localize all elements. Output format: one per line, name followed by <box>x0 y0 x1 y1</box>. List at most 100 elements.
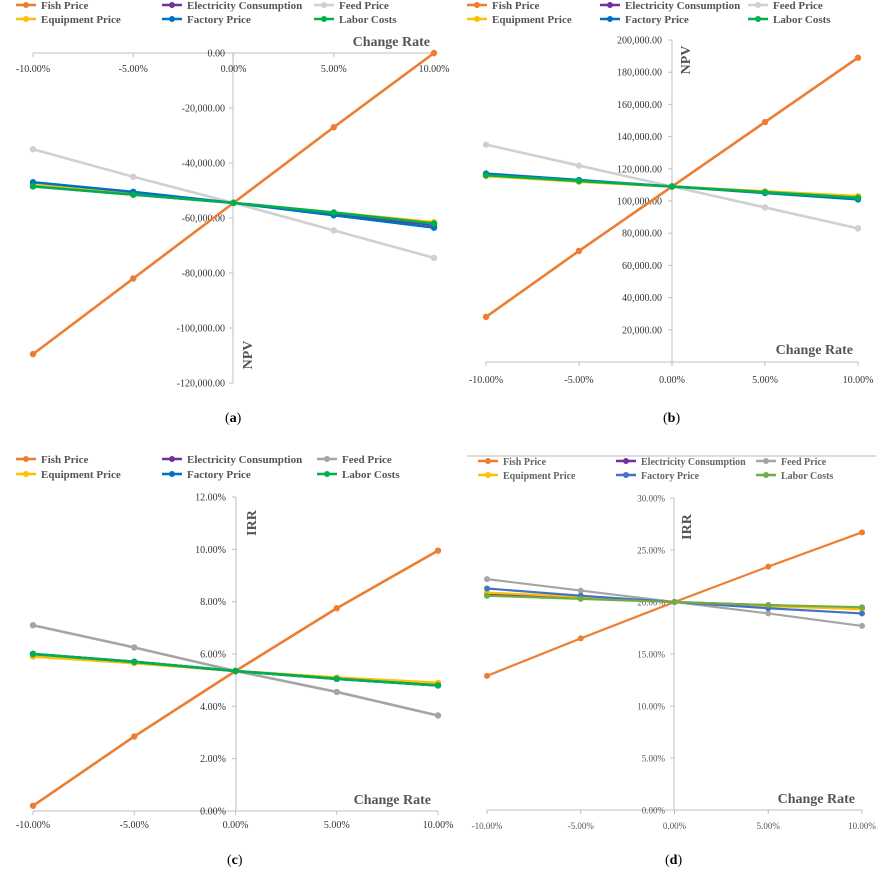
x-axis-title: Change Rate <box>778 792 855 807</box>
legend-swatch-marker <box>755 16 761 22</box>
legend-label: Equipment Price <box>492 14 572 26</box>
data-point <box>859 529 865 536</box>
y-tick-label: 2.00% <box>200 754 226 765</box>
data-point <box>29 622 37 629</box>
legend-label: Fish Price <box>41 454 88 466</box>
y-tick-label: -100,000.00 <box>177 324 225 335</box>
y-tick-label: 60,000.00 <box>622 261 662 272</box>
data-point <box>575 247 583 255</box>
y-tick-label: 4.00% <box>200 702 226 713</box>
legend-swatch-marker <box>23 16 29 22</box>
data-point <box>577 595 584 602</box>
legend-item-feed-price: Feed Price <box>756 457 827 468</box>
legend-swatch-marker <box>321 2 327 8</box>
legend-label: Labor Costs <box>339 14 397 26</box>
legend-item-equipment-price: Equipment Price <box>16 469 121 481</box>
legend-swatch-marker <box>763 458 769 464</box>
y-axis-title: NPV <box>679 46 694 75</box>
legend-item-electricity-consumption: Electricity Consumption <box>162 454 302 466</box>
series-labor-costs <box>484 592 865 611</box>
legend-item-electricity-consumption: Electricity Consumption <box>162 0 302 12</box>
y-tick-label: -40,000.00 <box>182 159 225 170</box>
legend-swatch-marker <box>169 2 175 8</box>
data-point <box>130 191 137 198</box>
legend-item-feed-price: Feed Price <box>748 0 823 12</box>
x-tick-label: -10.00% <box>16 820 50 831</box>
y-tick-label: 80,000.00 <box>622 229 662 240</box>
chart-panel-a: Fish Price Electricity Consumption Feed Pr… <box>16 0 450 426</box>
data-point <box>482 313 490 321</box>
x-tick-label: 0.00% <box>659 375 685 386</box>
data-point <box>575 177 583 185</box>
data-point <box>434 682 442 689</box>
x-tick-label: 10.00% <box>843 375 874 386</box>
data-point <box>859 622 865 629</box>
data-point <box>761 188 769 196</box>
legend-swatch-marker <box>169 456 175 462</box>
legend-item-equipment-price: Equipment Price <box>478 471 576 482</box>
x-tick-label: 0.00% <box>223 820 249 831</box>
data-point <box>29 183 37 190</box>
legend-label: Equipment Price <box>41 469 121 481</box>
y-tick-label: 12.00% <box>195 493 226 504</box>
y-axis-title: NPV <box>241 341 256 370</box>
x-tick-label: -10.00% <box>472 821 503 831</box>
series-labor-costs <box>29 650 442 689</box>
legend-swatch-marker <box>474 2 480 8</box>
x-tick-label: 5.00% <box>324 820 350 831</box>
legend-label: Electricity Consumption <box>187 0 302 12</box>
x-tick-label: 5.00% <box>321 64 347 75</box>
legend-label: Factory Price <box>187 469 251 481</box>
data-point <box>761 204 769 211</box>
legend-swatch-marker <box>623 472 629 478</box>
legend-item-fish-price: Fish Price <box>16 0 88 12</box>
series-labor-costs <box>29 183 438 227</box>
data-point <box>761 118 769 126</box>
legend-swatch-marker <box>321 16 327 22</box>
series-labor-costs <box>482 172 862 201</box>
data-point <box>330 209 337 216</box>
legend-label: Feed Price <box>773 0 823 12</box>
data-point <box>854 194 862 201</box>
data-point <box>131 733 138 740</box>
data-point <box>29 650 37 658</box>
data-point <box>484 672 490 679</box>
x-tick-label: 5.00% <box>752 375 778 386</box>
data-point <box>131 644 138 651</box>
y-tick-label: 20,000.00 <box>622 325 662 336</box>
y-tick-label: 10.00% <box>195 545 226 556</box>
data-point <box>668 183 676 190</box>
y-tick-label: 20.00% <box>637 598 665 608</box>
x-tick-label: -5.00% <box>119 64 148 75</box>
data-point <box>482 141 490 148</box>
legend-item-fish-price: Fish Price <box>478 457 547 468</box>
y-tick-label: 140,000.00 <box>617 132 662 143</box>
data-point <box>484 585 490 592</box>
data-point <box>29 350 37 358</box>
x-axis-title: Change Rate <box>354 793 431 808</box>
y-tick-label: 30.00% <box>637 494 665 504</box>
y-tick-label: -20,000.00 <box>182 104 225 115</box>
legend-swatch-marker <box>23 2 29 8</box>
legend-label: Labor Costs <box>342 469 400 481</box>
x-tick-label: -5.00% <box>568 821 595 831</box>
data-point <box>230 199 237 207</box>
legend-label: Electricity Consumption <box>641 457 746 468</box>
data-point <box>330 124 337 131</box>
data-point <box>765 563 772 570</box>
data-point <box>671 599 678 605</box>
legend-swatch-marker <box>474 16 480 22</box>
chart-panel-d: Fish Price Electricity Consumption Feed Pr… <box>467 455 876 868</box>
y-tick-label: -120,000.00 <box>177 379 225 390</box>
data-point <box>577 635 584 642</box>
data-point <box>434 547 442 554</box>
legend-swatch-marker <box>23 471 29 477</box>
y-tick-label: 25.00% <box>637 546 665 556</box>
data-point <box>333 675 340 683</box>
legend-swatch-marker <box>763 472 769 478</box>
legend-swatch-marker <box>485 458 491 464</box>
y-axis-title: IRR <box>245 509 260 536</box>
legend-label: Equipment Price <box>41 14 121 26</box>
y-tick-label: 15.00% <box>637 650 665 660</box>
